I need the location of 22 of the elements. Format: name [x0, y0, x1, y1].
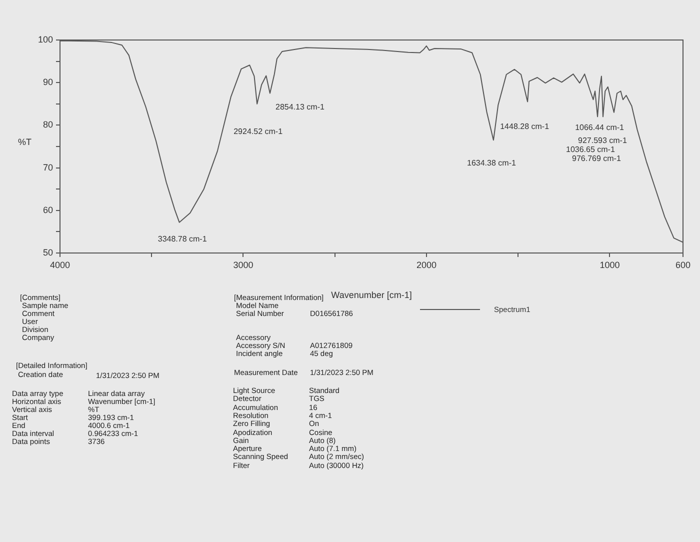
y-tick-label: 60	[42, 204, 53, 215]
x-tick-label: 1000	[600, 260, 620, 270]
y-tick-label: 70	[42, 162, 53, 172]
x-tick-label: 4000	[50, 260, 70, 270]
annotation: 2924.52 cm-1	[234, 127, 284, 136]
annotation: 976.769 cm-1	[572, 154, 621, 163]
annotation: 1448.28 cm-1	[500, 122, 550, 131]
annotation: 1066.44 cm-1	[575, 122, 625, 132]
y-tick-label: 80	[42, 120, 53, 130]
annotation: 2854.13 cm-1	[276, 102, 325, 112]
y-tick-label: 50	[42, 247, 53, 258]
annotation: 927.593 cm-1	[578, 136, 627, 145]
annotation: 3348.78 cm-1	[158, 234, 208, 244]
y-tick-label: 90	[42, 77, 53, 88]
x-axis-title: Wavenumber [cm-1]	[331, 290, 412, 300]
y-axis-title: %T	[18, 136, 32, 147]
x-tick-label: 3000	[233, 260, 254, 270]
x-tick-label: 600	[675, 260, 691, 270]
x-tick-label: 2000	[416, 260, 436, 270]
annotation: 1036.65 cm-1	[566, 145, 615, 154]
y-tick-label: 100	[38, 34, 53, 44]
annotation: 1634.38 cm-1	[467, 158, 516, 168]
